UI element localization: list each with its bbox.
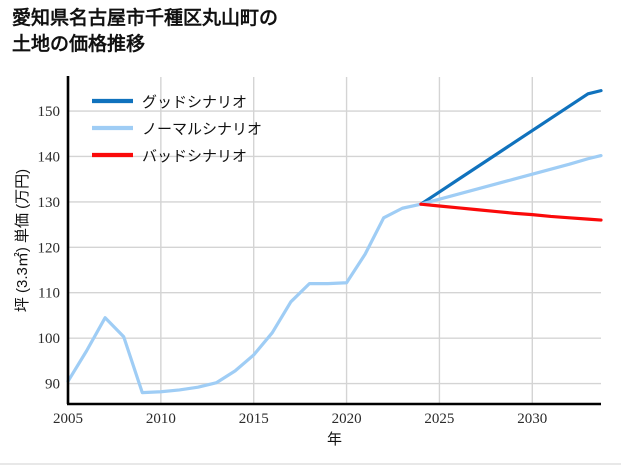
y-axis-title: 坪 (3.3㎡) 単価 (万円) [14,169,31,312]
x-tick-label: 2020 [332,411,362,427]
x-tick-label: 2030 [517,411,547,427]
x-tick-label: 2005 [53,411,83,427]
x-axis-title: 年 [327,431,342,448]
legend-label: グッドシナリオ [142,94,247,111]
series-line [419,202,603,222]
bottom-divider [0,463,621,465]
y-tick-label: 150 [38,104,61,120]
axis-titles: 年 坪 (3.3㎡) 単価 (万円) [14,169,342,448]
series-line [66,153,603,395]
y-tick-label: 130 [38,195,61,211]
series-lines [66,89,603,395]
y-tick-label: 90 [45,377,60,393]
legend-label: ノーマルシナリオ [142,121,262,138]
y-tick-label: 140 [38,149,61,165]
chart-title: 愛知県名古屋市千種区丸山町の 土地の価格推移 [12,8,279,55]
y-tick-label: 120 [38,240,61,256]
x-tick-label: 2015 [239,411,269,427]
x-tick-label: 2010 [146,411,176,427]
y-tick-label: 100 [38,331,61,347]
x-axis-ticks: 2005 2010 2015 2020 2025 2030 [53,411,547,427]
y-axis-ticks: 90 100 110 120 130 140 150 [38,104,61,393]
axis-lines [66,76,601,406]
x-tick-label: 2025 [424,411,454,427]
series-line [419,89,603,206]
y-tick-label: 110 [38,286,60,302]
legend-label: バッドシナリオ [142,148,247,165]
